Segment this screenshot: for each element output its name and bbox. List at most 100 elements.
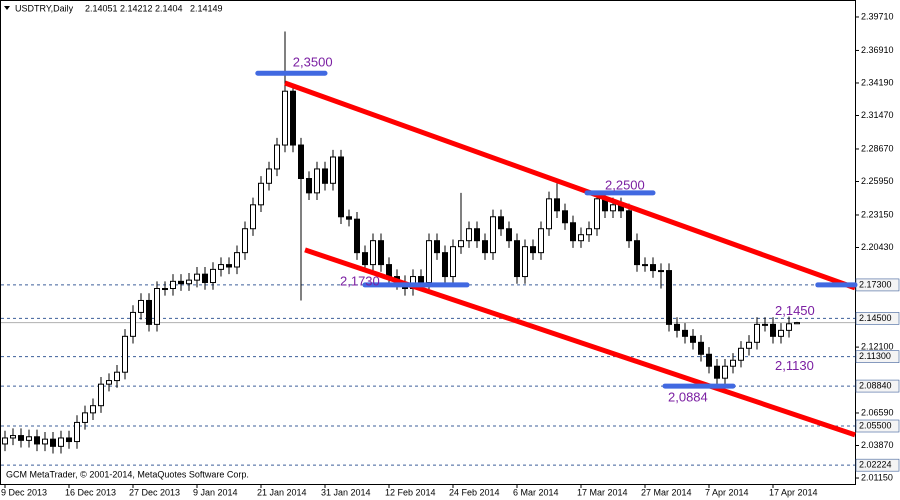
y-tick-label: 2.34190 <box>861 77 894 87</box>
candle-body <box>562 210 568 224</box>
y-tick-label: 2.06590 <box>861 407 894 417</box>
ohlc-low: 2.1404 <box>155 3 183 13</box>
candle-body <box>346 216 352 220</box>
candle-body <box>298 144 304 180</box>
y-tick-label: 2.36910 <box>861 45 894 55</box>
candle-body <box>690 335 696 343</box>
candle-body <box>130 311 136 337</box>
candle-body <box>354 218 360 254</box>
candle-body <box>482 240 488 254</box>
candle-body <box>754 323 760 343</box>
candle-body <box>626 210 632 242</box>
candle-body <box>82 412 88 423</box>
trendline <box>284 80 856 291</box>
candle-body <box>122 335 128 373</box>
candle-body <box>50 438 56 447</box>
candle-body <box>730 359 736 367</box>
candle-body <box>226 264 232 268</box>
y-tick-label: 2.39710 <box>861 11 894 21</box>
x-tick-label: 17 Mar 2014 <box>577 487 628 497</box>
candle-body <box>498 216 504 230</box>
level-label: 2,0884 <box>668 390 708 405</box>
candle-body <box>770 323 776 337</box>
candle-body <box>794 322 800 325</box>
candle-body <box>458 240 464 248</box>
price-label-box <box>855 379 900 393</box>
level-label: 2,1450 <box>775 303 815 318</box>
candle-body <box>442 252 448 278</box>
candle-body <box>386 264 392 278</box>
candle-body <box>466 228 472 242</box>
candle-body <box>42 438 48 445</box>
candle-body <box>706 353 712 367</box>
candle-body <box>2 437 8 445</box>
level-label: 2,1730 <box>340 273 380 288</box>
candle-body <box>682 329 688 337</box>
menu-icon <box>4 6 10 10</box>
candle-body <box>426 240 432 284</box>
candle-body <box>714 365 720 379</box>
x-tick-label: 7 Apr 2014 <box>705 487 749 497</box>
candle-body <box>642 264 648 267</box>
candle-body <box>578 234 584 242</box>
candle-body <box>378 240 384 266</box>
candle-body <box>778 329 784 337</box>
candle-body <box>290 90 296 146</box>
candle-body <box>786 323 792 331</box>
trendline <box>304 247 856 438</box>
price-label: 2.17300 <box>859 279 892 289</box>
candle-body <box>506 228 512 242</box>
level-label: 2,1130 <box>775 358 814 373</box>
candle-body <box>194 273 200 281</box>
candle-body <box>490 216 496 254</box>
candle-body <box>106 380 112 385</box>
candle-body <box>570 222 576 242</box>
price-label-box <box>855 350 900 363</box>
level-label: 2,2500 <box>605 177 645 192</box>
candle-body <box>314 168 320 194</box>
y-tick-label: 2.25950 <box>861 176 894 186</box>
candle-body <box>306 178 312 194</box>
candle-body <box>522 246 528 278</box>
candle-body <box>202 273 208 284</box>
candle-body <box>170 280 176 290</box>
candle-body <box>34 436 40 445</box>
candle-body <box>210 268 216 284</box>
candle-body <box>746 341 752 349</box>
y-tick-label: 2.20430 <box>861 242 894 252</box>
x-tick-label: 6 Mar 2014 <box>513 487 559 497</box>
candle-body <box>610 204 616 212</box>
candle-body <box>514 240 520 278</box>
level-label: 2,3500 <box>293 55 333 70</box>
candle-body <box>330 156 336 184</box>
candle-body <box>250 204 256 230</box>
candle-body <box>674 323 680 331</box>
y-tick-label: 2.01150 <box>861 472 893 482</box>
candle-body <box>322 168 328 184</box>
candle-body <box>58 437 64 447</box>
candle-body <box>370 240 376 266</box>
candle-body <box>26 436 32 441</box>
candle-body <box>234 252 240 268</box>
price-label-box <box>855 419 900 433</box>
candle-body <box>154 288 160 325</box>
candle-body <box>338 156 344 218</box>
x-tick-label: 17 Apr 2014 <box>769 487 818 497</box>
candle-body <box>594 198 600 230</box>
candle-body <box>282 90 288 146</box>
candle-body <box>74 421 80 443</box>
price-label-box <box>855 458 900 472</box>
y-tick-label: 2.31470 <box>861 110 894 120</box>
candle-body <box>586 228 592 236</box>
candle-body <box>266 168 272 184</box>
y-tick-label: 2.23150 <box>861 209 894 219</box>
candle-body <box>186 279 192 285</box>
y-tick-label: 2.28670 <box>861 143 894 153</box>
candle-body <box>162 288 168 291</box>
x-tick-label: 31 Jan 2014 <box>321 487 371 497</box>
candle-body <box>546 198 552 230</box>
candle-body <box>698 341 704 355</box>
candle-body <box>634 240 640 266</box>
candle-body <box>722 365 728 379</box>
